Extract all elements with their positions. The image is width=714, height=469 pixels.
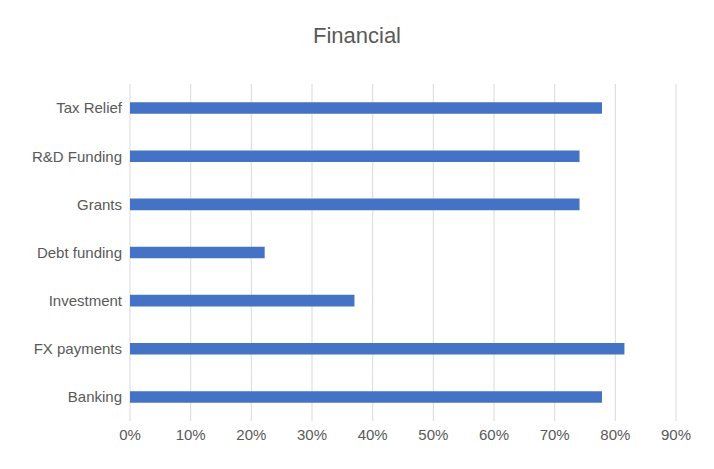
svg-text:10%: 10% bbox=[176, 426, 206, 443]
svg-text:0%: 0% bbox=[119, 426, 141, 443]
svg-text:Grants: Grants bbox=[77, 196, 122, 213]
svg-text:90%: 90% bbox=[661, 426, 691, 443]
svg-text:Debt funding: Debt funding bbox=[37, 244, 122, 261]
svg-text:40%: 40% bbox=[358, 426, 388, 443]
svg-text:50%: 50% bbox=[418, 426, 448, 443]
svg-text:80%: 80% bbox=[600, 426, 630, 443]
svg-text:FX payments: FX payments bbox=[34, 340, 122, 357]
svg-text:Banking: Banking bbox=[68, 388, 122, 405]
svg-text:30%: 30% bbox=[297, 426, 327, 443]
svg-text:Tax Relief: Tax Relief bbox=[56, 99, 123, 116]
svg-text:R&D Funding: R&D Funding bbox=[32, 148, 122, 165]
svg-text:70%: 70% bbox=[540, 426, 570, 443]
svg-text:60%: 60% bbox=[479, 426, 509, 443]
svg-text:Investment: Investment bbox=[49, 292, 123, 309]
html-text:Financial: Financial bbox=[313, 23, 401, 48]
svg-text:20%: 20% bbox=[236, 426, 266, 443]
